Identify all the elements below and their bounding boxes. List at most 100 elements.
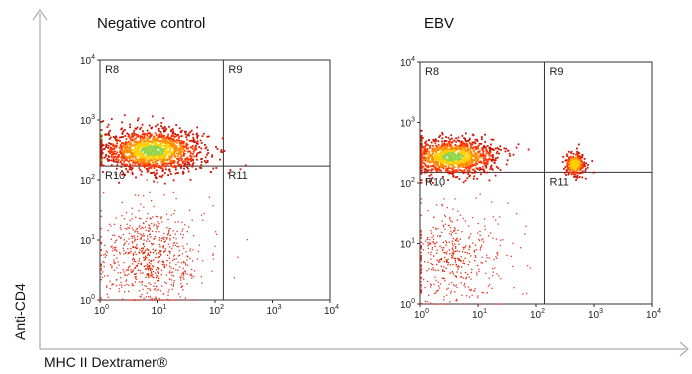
event-point bbox=[183, 141, 185, 143]
event-point bbox=[155, 256, 157, 259]
event-point bbox=[142, 130, 144, 133]
event-point bbox=[137, 232, 139, 234]
event-point bbox=[448, 148, 451, 151]
event-point bbox=[168, 257, 170, 259]
event-point bbox=[146, 141, 148, 144]
event-point bbox=[465, 278, 467, 280]
event-point bbox=[445, 165, 448, 167]
event-point bbox=[158, 256, 161, 258]
event-point bbox=[141, 226, 143, 228]
event-point bbox=[163, 138, 166, 141]
event-point bbox=[168, 272, 170, 274]
event-point bbox=[153, 285, 155, 287]
event-point bbox=[425, 157, 428, 159]
event-point bbox=[441, 231, 443, 233]
event-point bbox=[152, 161, 154, 164]
event-point bbox=[131, 132, 134, 135]
event-point bbox=[429, 180, 432, 183]
event-point bbox=[105, 143, 108, 146]
event-point bbox=[131, 240, 133, 243]
event-point bbox=[505, 147, 508, 150]
event-point bbox=[130, 248, 132, 250]
event-point bbox=[148, 261, 151, 264]
event-point bbox=[453, 148, 456, 150]
event-point bbox=[444, 159, 447, 161]
event-point bbox=[451, 257, 453, 259]
event-point bbox=[211, 154, 214, 157]
event-point bbox=[576, 165, 579, 168]
event-point bbox=[208, 196, 211, 198]
x-tick-label: 103 bbox=[267, 304, 282, 317]
event-point bbox=[453, 139, 456, 142]
event-point bbox=[464, 251, 466, 253]
event-point bbox=[182, 273, 184, 275]
event-point bbox=[132, 263, 134, 265]
event-point bbox=[147, 151, 150, 154]
event-point bbox=[107, 275, 109, 277]
event-point bbox=[197, 152, 200, 154]
event-point bbox=[127, 160, 130, 163]
event-point bbox=[429, 242, 431, 244]
event-point bbox=[512, 242, 514, 244]
event-point bbox=[446, 303, 448, 305]
figure-x-arrow bbox=[679, 341, 689, 357]
event-point bbox=[140, 217, 142, 220]
event-point bbox=[463, 163, 465, 166]
event-point bbox=[473, 141, 476, 144]
event-point bbox=[480, 136, 483, 138]
event-point bbox=[466, 169, 469, 172]
event-point bbox=[114, 223, 116, 225]
event-point bbox=[445, 253, 448, 255]
event-point bbox=[182, 245, 184, 247]
event-point bbox=[450, 141, 453, 144]
event-point bbox=[445, 267, 447, 269]
event-point bbox=[113, 261, 115, 263]
x-tick-label: 100 bbox=[414, 308, 429, 321]
event-point bbox=[158, 144, 161, 146]
event-point bbox=[124, 227, 126, 230]
event-point bbox=[422, 243, 424, 245]
event-point bbox=[106, 158, 109, 160]
event-point bbox=[189, 178, 192, 181]
event-point bbox=[451, 247, 453, 249]
event-point bbox=[156, 226, 158, 228]
event-point bbox=[488, 277, 490, 279]
event-point bbox=[110, 155, 113, 158]
event-point bbox=[164, 142, 166, 144]
event-point bbox=[108, 131, 110, 134]
event-point bbox=[473, 290, 475, 292]
event-point bbox=[119, 284, 121, 286]
event-point bbox=[456, 300, 458, 302]
event-point bbox=[134, 239, 136, 241]
event-point bbox=[466, 177, 469, 180]
event-point bbox=[143, 152, 145, 155]
event-point bbox=[106, 251, 109, 253]
event-point bbox=[168, 278, 170, 280]
event-point bbox=[591, 160, 594, 162]
event-point bbox=[108, 138, 111, 140]
event-point bbox=[157, 146, 160, 149]
event-point bbox=[122, 269, 124, 271]
event-point bbox=[420, 167, 423, 169]
event-point bbox=[459, 259, 461, 261]
event-point bbox=[104, 256, 106, 258]
event-point bbox=[134, 231, 136, 233]
event-point bbox=[568, 172, 570, 175]
event-point bbox=[140, 296, 142, 298]
event-point bbox=[168, 138, 170, 141]
event-point bbox=[428, 160, 430, 163]
event-point bbox=[458, 161, 461, 164]
event-point bbox=[567, 166, 570, 169]
event-point bbox=[427, 169, 430, 172]
event-point bbox=[429, 144, 432, 147]
event-point bbox=[191, 163, 194, 166]
event-point bbox=[504, 150, 507, 153]
event-point bbox=[159, 141, 162, 144]
event-point bbox=[430, 230, 432, 232]
event-point bbox=[177, 160, 180, 163]
event-point bbox=[186, 259, 188, 261]
event-point bbox=[142, 155, 145, 158]
event-point bbox=[463, 169, 466, 171]
event-point bbox=[150, 166, 153, 169]
event-point bbox=[493, 159, 495, 161]
